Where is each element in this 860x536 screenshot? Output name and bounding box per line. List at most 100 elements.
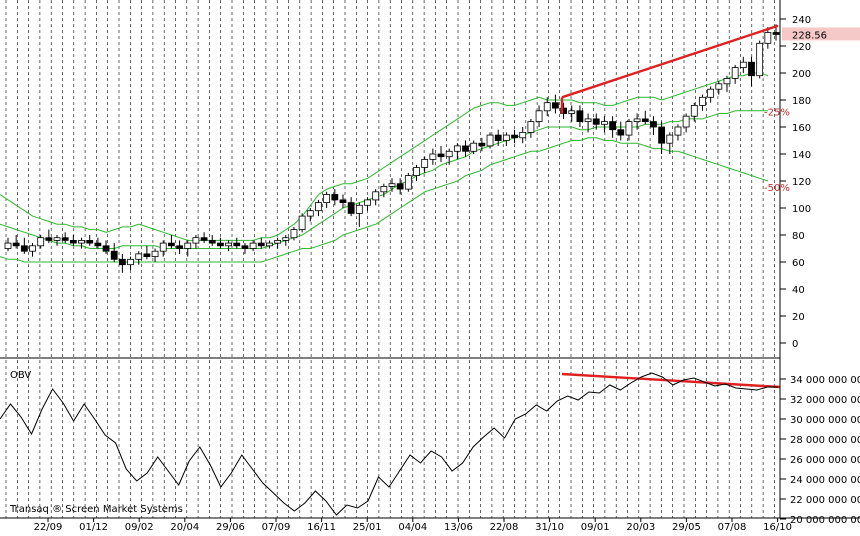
- candle-body: [184, 242, 192, 249]
- candle-body: [568, 110, 576, 114]
- candle-body: [543, 102, 551, 112]
- candle-body: [453, 145, 461, 152]
- candle-body: [364, 199, 371, 206]
- obv-y-tick-label: 34 000 000 000: [790, 375, 860, 386]
- candle-body: [625, 121, 633, 136]
- candle-body: [772, 32, 780, 35]
- candle-body: [20, 245, 28, 252]
- candle-body: [78, 239, 85, 244]
- candle-body: [143, 253, 151, 257]
- candle-body: [53, 237, 61, 241]
- candle-body: [690, 105, 698, 117]
- last-price-badge: [782, 27, 860, 41]
- x-tick-label: 20/03: [626, 522, 655, 532]
- candle-body: [4, 242, 12, 249]
- obv-y-tick-label: 24 000 000 000: [790, 475, 860, 486]
- candle-body: [233, 242, 241, 247]
- candle-body: [584, 118, 592, 123]
- candle-body: [388, 183, 396, 187]
- obv-line: [0, 372, 778, 516]
- candle-body: [478, 142, 486, 147]
- candle-body: [486, 134, 494, 147]
- candle-body: [241, 245, 249, 249]
- candle-body: [650, 121, 657, 128]
- axis-layer: 0 20 40 60 80 100 120 140 160 180 200 220 240 20 000 …: [34, 15, 860, 533]
- candle-body: [511, 134, 518, 139]
- envelope-upper-line: [0, 72, 769, 241]
- candle-body: [404, 175, 412, 190]
- y-tick-label: 240: [792, 15, 811, 26]
- candle-body: [37, 237, 45, 247]
- candle-body: [731, 67, 739, 79]
- y-tick-label: 220: [792, 42, 811, 53]
- candle-body: [462, 145, 469, 152]
- obv-layer: [0, 372, 778, 516]
- envelope-label-25: -25%: [764, 108, 790, 119]
- obv-y-tick-label: 26 000 000 000: [790, 455, 860, 466]
- candle-body: [396, 183, 404, 190]
- x-tick-label: 16/11: [307, 522, 336, 532]
- candle-body: [658, 126, 666, 144]
- x-tick-label: 22/08: [490, 522, 519, 532]
- candle-body: [45, 237, 53, 241]
- obv-y-tick-label: 28 000 000 000: [790, 435, 860, 446]
- candle-body: [601, 121, 608, 125]
- candle-body: [560, 107, 567, 114]
- candle-body: [739, 61, 747, 69]
- candle-body: [682, 115, 690, 128]
- x-tick-label: 25/01: [353, 522, 382, 532]
- y-tick-label: 180: [792, 96, 811, 107]
- candle-body: [674, 126, 682, 136]
- candle-body: [315, 202, 322, 212]
- candle-body: [257, 242, 265, 247]
- candle-body: [617, 129, 625, 136]
- x-tick-label: 07/08: [718, 522, 747, 532]
- candle-body: [470, 142, 478, 152]
- candle-body: [339, 199, 347, 203]
- candle-body: [502, 134, 510, 141]
- candle-body: [633, 118, 641, 123]
- candle-body: [552, 102, 559, 109]
- price-trendline: [561, 24, 779, 99]
- candle-body: [748, 61, 755, 77]
- x-tick-label: 09/01: [581, 522, 610, 532]
- obv-y-tick-label: 30 000 000 000: [790, 415, 860, 426]
- candle-body: [200, 237, 208, 241]
- candle-body: [102, 245, 110, 252]
- candle-body: [519, 131, 527, 139]
- x-tick-label: 20/04: [170, 522, 199, 532]
- y-tick-label: 100: [792, 204, 811, 215]
- candle-body: [494, 134, 502, 141]
- candle-body: [12, 242, 20, 247]
- x-tick-label: 07/09: [262, 522, 291, 532]
- candle-body: [306, 210, 314, 217]
- obv-y-tick-label: 32 000 000 000: [790, 395, 860, 406]
- candle-body: [266, 242, 273, 247]
- candle-body: [592, 118, 600, 125]
- last-price-label: 228.56: [792, 30, 827, 41]
- x-tick-label: 22/09: [34, 522, 63, 532]
- candle-body: [331, 194, 339, 201]
- candle-body: [764, 32, 772, 44]
- candle-body: [110, 250, 118, 260]
- candle-body: [61, 237, 69, 241]
- obv-y-tick-label: 22 000 000 000: [790, 495, 860, 506]
- candle-body: [298, 215, 306, 231]
- candle-body: [127, 258, 134, 266]
- x-tick-label: 16/10: [763, 522, 792, 532]
- candle-body: [380, 185, 388, 193]
- candle-body: [208, 239, 216, 244]
- candle-body: [282, 237, 290, 241]
- candle-body: [135, 253, 143, 260]
- candle-body: [699, 96, 706, 106]
- candle-body: [535, 110, 543, 123]
- footer-credit: Transaq ® Screen Market Systems: [9, 504, 183, 515]
- candle-body: [176, 245, 183, 249]
- y-tick-label: 60: [792, 258, 805, 269]
- envelope-label-50: -50%: [764, 183, 790, 194]
- x-tick-label: 04/04: [398, 522, 427, 532]
- obv-y-tick-label: 20 000 000 000: [790, 515, 860, 526]
- candle-body: [323, 194, 331, 203]
